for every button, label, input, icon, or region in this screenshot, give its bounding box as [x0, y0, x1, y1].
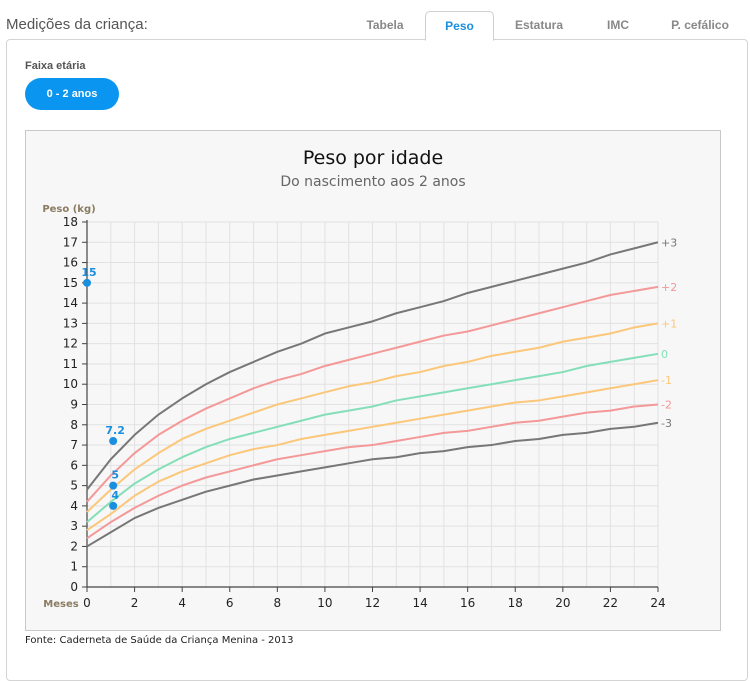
x-axis-title: Meses: [43, 599, 78, 610]
y-tick-label: 4: [70, 499, 78, 513]
y-tick-label: 12: [63, 337, 78, 351]
tab-p-cefalico[interactable]: P. cefálico: [671, 18, 729, 32]
y-tick-label: 8: [70, 418, 78, 432]
tab-peso[interactable]: Peso: [425, 11, 494, 41]
page-title: Medições da criança:: [6, 16, 148, 33]
y-tick-label: 15: [63, 276, 78, 290]
tab-estatura[interactable]: Estatura: [514, 18, 564, 32]
series-line: [86, 352, 659, 523]
series-line: [86, 241, 659, 491]
series-label: +3: [661, 236, 677, 249]
age-range-label: Faixa etária: [25, 60, 86, 72]
y-tick-label: 0: [70, 580, 78, 594]
x-tick-label: 10: [317, 596, 332, 610]
x-tick-label: 2: [131, 596, 139, 610]
data-point-label: 5: [111, 469, 119, 482]
series-line: [86, 421, 659, 548]
y-tick-label: 2: [70, 539, 78, 553]
data-point: [83, 278, 91, 287]
y-tick-label: 11: [63, 357, 78, 371]
y-tick-label: 10: [63, 377, 78, 391]
x-tick-label: 12: [365, 596, 380, 610]
series-line: [86, 322, 659, 513]
data-point: [109, 437, 118, 445]
x-tick-label: 8: [274, 596, 282, 610]
x-tick-label: 16: [460, 596, 475, 610]
y-tick-label: 1: [70, 560, 78, 574]
series-label: +2: [661, 281, 677, 294]
data-point: [109, 481, 118, 490]
series-label: -2: [661, 399, 672, 412]
y-tick-label: 16: [63, 256, 78, 270]
data-point-label: 4: [111, 489, 119, 502]
y-tick-label: 18: [63, 215, 78, 229]
x-tick-label: 4: [178, 596, 186, 610]
source-note: Fonte: Caderneta de Saúde da Criança Men…: [25, 635, 294, 646]
y-tick-label: 9: [70, 398, 78, 412]
x-tick-label: 20: [555, 596, 570, 610]
y-tick-label: 13: [63, 316, 78, 330]
tab-bar: Tabela Peso Estatura IMC P. cefálico: [340, 11, 750, 41]
data-point-label: 15: [81, 266, 96, 279]
series-line: [86, 379, 659, 532]
series-label: 0: [661, 348, 668, 361]
tab-tabela[interactable]: Tabela: [366, 18, 404, 32]
data-point: [109, 501, 118, 510]
y-tick-label: 3: [70, 519, 78, 533]
series-line: [86, 285, 659, 503]
age-range-button[interactable]: 0 - 2 anos: [25, 78, 119, 110]
y-tick-label: 14: [63, 296, 78, 310]
chart-title: Peso por idade: [302, 147, 444, 169]
x-tick-label: 6: [226, 596, 234, 610]
series-label: -3: [661, 417, 672, 430]
series-label: -1: [661, 374, 672, 387]
chart-subtitle: Do nascimento aos 2 anos: [280, 174, 466, 190]
y-tick-label: 7: [70, 438, 78, 452]
x-tick-label: 0: [83, 596, 91, 610]
y-tick-label: 17: [63, 235, 78, 249]
tab-imc[interactable]: IMC: [607, 18, 629, 32]
y-tick-label: 5: [70, 479, 78, 493]
x-tick-label: 14: [412, 596, 427, 610]
data-point-label: 7.2: [105, 424, 125, 437]
x-tick-label: 18: [508, 596, 523, 610]
y-axis-title: Peso (kg): [42, 204, 95, 215]
series-line: [86, 403, 659, 540]
x-tick-label: 22: [603, 596, 618, 610]
series-label: +1: [661, 317, 677, 330]
x-tick-label: 24: [650, 596, 665, 610]
y-tick-label: 6: [70, 458, 78, 472]
